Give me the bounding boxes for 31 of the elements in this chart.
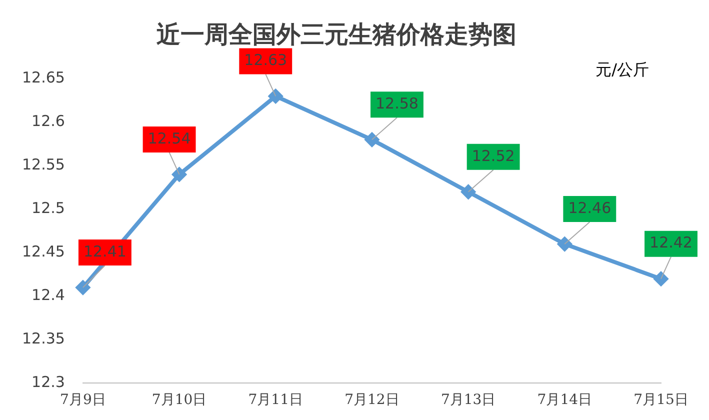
x-tick-label: 7月10日 <box>152 392 207 408</box>
chart-title: 近一周全国外三元生猪价格走势图 <box>156 20 516 49</box>
x-tick-label: 7月11日 <box>248 392 303 408</box>
x-tick-label: 7月15日 <box>634 392 688 408</box>
y-tick-label: 12.3 <box>32 373 65 392</box>
y-tick-label: 12.4 <box>32 286 65 304</box>
x-tick-label: 7月12日 <box>344 392 400 408</box>
y-tick-label: 12.45 <box>22 242 65 261</box>
point <box>654 272 668 286</box>
data-label: 12.63 <box>244 51 288 70</box>
data-label: 12.41 <box>83 242 126 260</box>
point <box>268 89 283 104</box>
x-tick-label: 7月9日 <box>60 392 106 408</box>
y-tick-label: 12.35 <box>22 330 65 348</box>
point <box>364 132 379 147</box>
point <box>76 280 90 295</box>
data-label: 12.54 <box>148 129 191 148</box>
point <box>461 184 476 199</box>
y-tick-label: 12.5 <box>32 199 65 218</box>
x-tick-label: 7月14日 <box>537 392 592 408</box>
y-tick-label: 12.6 <box>32 112 65 130</box>
y-tick-label: 12.65 <box>22 68 65 87</box>
data-label: 12.42 <box>650 234 692 252</box>
y-tick-label: 12.55 <box>22 156 65 174</box>
x-tick-label: 7月13日 <box>440 392 496 408</box>
data-label: 12.46 <box>568 198 612 217</box>
data-label: 12.58 <box>375 94 418 113</box>
point <box>172 167 186 182</box>
y-axis-title: 元/公斤 <box>596 60 649 79</box>
point <box>558 237 572 252</box>
data-label: 12.52 <box>472 146 515 165</box>
